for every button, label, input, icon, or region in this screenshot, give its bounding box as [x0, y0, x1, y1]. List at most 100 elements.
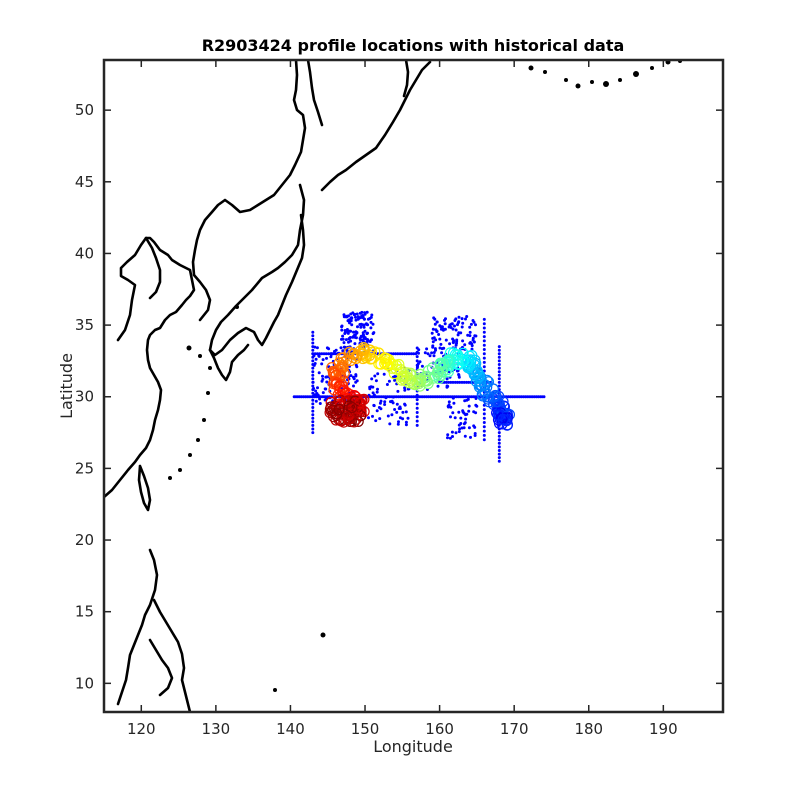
- historical-point: [344, 338, 348, 342]
- historical-point: [462, 422, 466, 426]
- historical-point: [311, 341, 315, 345]
- historical-point: [314, 394, 318, 398]
- float-profile-point: [404, 374, 416, 386]
- float-profile-point: [495, 412, 507, 424]
- x-tick-label: 130: [202, 720, 231, 738]
- historical-point: [404, 410, 408, 414]
- historical-point: [449, 415, 452, 419]
- y-tick-label: 20: [75, 531, 94, 549]
- historical-point: [391, 395, 395, 399]
- y-tick-label: 10: [75, 674, 94, 692]
- historical-point: [423, 351, 427, 355]
- historical-point: [353, 342, 357, 346]
- historical-point: [373, 374, 377, 378]
- float-profile-point: [347, 348, 359, 360]
- y-tick-label: 25: [75, 459, 94, 477]
- historical-point: [482, 425, 486, 429]
- float-profile-point: [346, 401, 358, 414]
- historical-point: [420, 364, 424, 368]
- historical-point: [446, 436, 449, 440]
- historical-point: [325, 380, 329, 384]
- historical-point: [454, 328, 458, 332]
- historical-point: [463, 399, 467, 403]
- float-profile-point: [328, 366, 340, 379]
- historical-point: [482, 360, 486, 364]
- historical-point: [386, 414, 390, 418]
- historical-point: [317, 354, 321, 358]
- historical-point: [474, 403, 478, 407]
- historical-point: [461, 409, 465, 413]
- historical-point: [394, 352, 398, 356]
- coastline-map: [104, 60, 432, 712]
- historical-point: [497, 380, 501, 384]
- historical-point: [352, 313, 356, 317]
- historical-point: [464, 417, 468, 421]
- historical-point: [482, 317, 486, 321]
- historical-point: [439, 342, 443, 346]
- historical-point: [403, 402, 407, 406]
- historical-point: [415, 406, 419, 410]
- historical-point: [482, 339, 486, 343]
- historical-point: [432, 336, 436, 340]
- historical-point: [440, 325, 444, 329]
- historical-point: [365, 322, 369, 326]
- historical-point: [436, 384, 440, 388]
- float-profile-point: [489, 389, 501, 402]
- historical-point: [311, 398, 315, 402]
- historical-point: [403, 386, 407, 390]
- historical-point: [415, 419, 419, 423]
- historical-point: [474, 411, 478, 415]
- historical-point: [474, 334, 478, 338]
- historical-point: [474, 397, 478, 400]
- historical-point: [390, 399, 394, 403]
- float-profile-point: [379, 357, 391, 369]
- historical-point: [383, 400, 387, 404]
- x-tick-label: 150: [351, 720, 380, 738]
- historical-point: [323, 387, 327, 391]
- historical-point: [470, 347, 474, 351]
- historical-point: [473, 434, 477, 437]
- historical-point: [409, 352, 413, 356]
- historical-point: [467, 409, 471, 413]
- historical-point: [320, 379, 324, 383]
- historical-point: [466, 333, 470, 337]
- historical-point: [454, 431, 458, 435]
- x-axis-label: Longitude: [373, 737, 453, 756]
- historical-point: [311, 406, 315, 409]
- historical-point: [462, 380, 466, 384]
- historical-point: [353, 333, 357, 337]
- float-profile-point: [432, 366, 444, 378]
- historical-point: [358, 311, 362, 315]
- historical-point: [321, 358, 325, 362]
- historical-point: [400, 352, 404, 356]
- historical-point: [376, 372, 380, 376]
- historical-point: [451, 337, 455, 341]
- historical-point: [365, 310, 369, 314]
- historical-point: [497, 384, 501, 388]
- historical-point: [350, 323, 354, 327]
- historical-point: [368, 387, 372, 391]
- historical-point: [369, 320, 373, 324]
- historical-point: [369, 315, 373, 319]
- historical-point: [311, 384, 315, 388]
- float-profile-point: [327, 404, 339, 416]
- historical-point: [396, 389, 400, 393]
- historical-point: [415, 355, 419, 359]
- historical-point: [372, 393, 376, 397]
- historical-point: [434, 338, 438, 342]
- historical-point: [482, 438, 486, 442]
- historical-point: [455, 338, 459, 342]
- historical-point: [367, 416, 370, 420]
- historical-point: [311, 394, 315, 398]
- historical-point: [311, 413, 315, 417]
- historical-point: [459, 422, 463, 425]
- x-tick-label: 180: [574, 720, 603, 738]
- historical-point: [438, 346, 442, 350]
- historical-point: [345, 328, 349, 331]
- axes-frame: [102, 58, 725, 714]
- float-profile-point: [330, 369, 342, 381]
- historical-point: [365, 332, 369, 336]
- historical-point: [372, 331, 376, 335]
- historical-point: [374, 379, 378, 383]
